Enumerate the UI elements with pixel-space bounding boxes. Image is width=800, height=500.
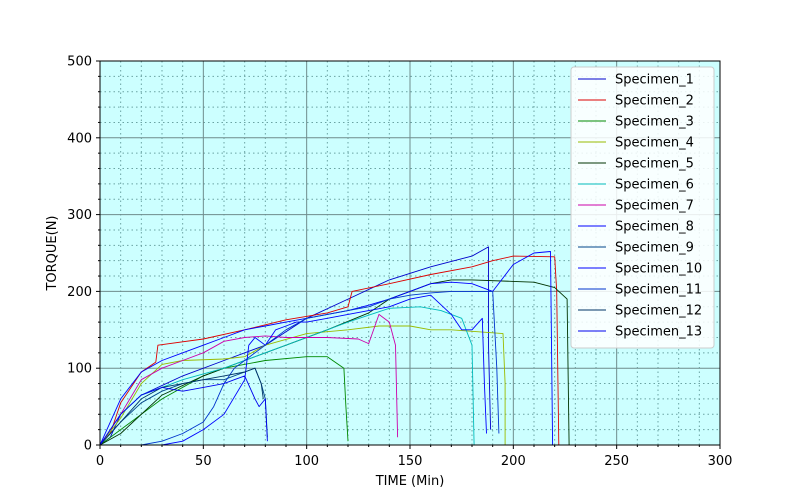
x-axis-label: TIME (Min) — [375, 474, 445, 489]
legend: Specimen_1 Specimen_2 Specimen_3 Specimen_4… — [570, 66, 715, 349]
x-axis: 0 50 100 150 200 250 300 — [96, 445, 733, 469]
series-line-11 — [100, 290, 500, 445]
legend-entry: Specimen_2 — [615, 94, 694, 109]
y-tick-label: 100 — [67, 362, 92, 377]
legend-entry: Specimen_7 — [615, 199, 694, 214]
x-tick-label: 250 — [604, 454, 629, 469]
legend-entry: Specimen_10 — [615, 262, 702, 277]
series-line-13 — [100, 375, 268, 445]
x-tick-label: 0 — [96, 454, 104, 469]
series-line-4 — [100, 325, 506, 445]
series-line-12 — [100, 367, 264, 445]
legend-entry: Specimen_9 — [615, 241, 694, 256]
legend-entry: Specimen_3 — [615, 115, 694, 130]
y-tick-label: 500 — [67, 55, 92, 70]
x-tick-label: 200 — [501, 454, 526, 469]
y-axis: 0 100 200 300 400 500 — [67, 55, 100, 454]
legend-box — [570, 66, 715, 349]
legend-entry: Specimen_12 — [615, 304, 702, 319]
x-tick-label: 100 — [294, 454, 319, 469]
legend-entry: Specimen_13 — [615, 325, 702, 340]
y-tick-label: 300 — [67, 208, 92, 223]
y-tick-label: 0 — [84, 439, 92, 454]
series-line-7 — [100, 313, 399, 445]
series-line-3 — [100, 356, 349, 445]
y-tick-label: 200 — [67, 285, 92, 300]
legend-entry: Specimen_1 — [615, 73, 694, 88]
legend-entry: Specimen_4 — [615, 136, 694, 151]
legend-entry: Specimen_11 — [615, 283, 702, 298]
series-line-8 — [100, 294, 487, 445]
y-tick-label: 400 — [67, 131, 92, 146]
series-lines — [100, 246, 570, 445]
legend-entry: Specimen_6 — [615, 178, 694, 193]
y-axis-label: TORQUE(N) — [45, 215, 60, 291]
legend-entry: Specimen_8 — [615, 220, 694, 235]
x-tick-label: 50 — [195, 454, 212, 469]
legend-entry: Specimen_5 — [615, 157, 694, 172]
x-tick-label: 150 — [398, 454, 423, 469]
x-tick-label: 300 — [708, 454, 733, 469]
